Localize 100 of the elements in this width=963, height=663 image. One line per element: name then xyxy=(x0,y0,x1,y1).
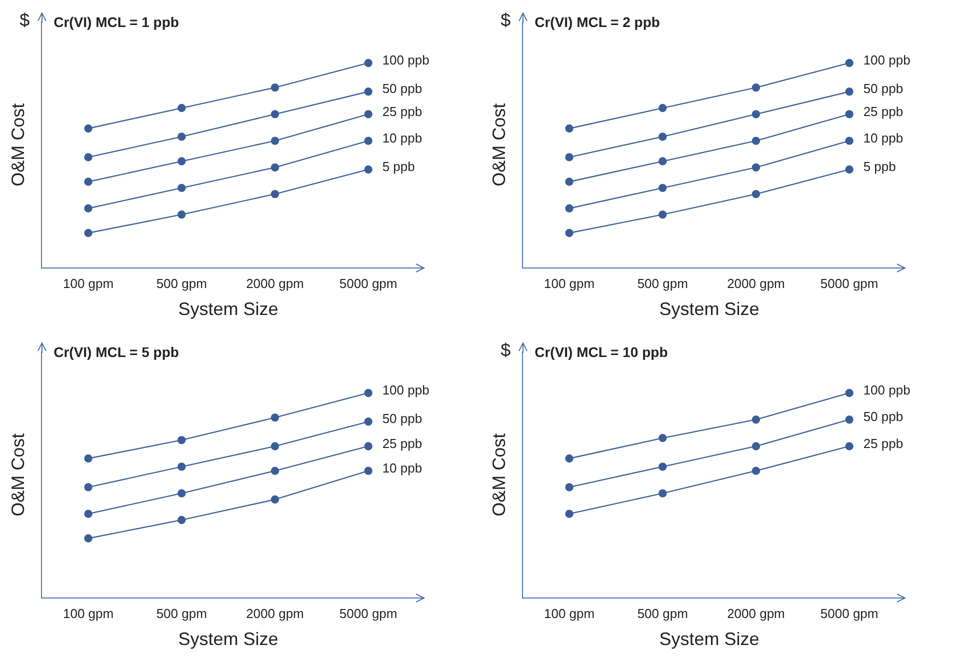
y-axis-title: O&M Cost xyxy=(8,433,28,516)
point xyxy=(270,83,280,92)
x-tick-label: 2000 gpm xyxy=(727,276,785,292)
point xyxy=(565,204,574,212)
point xyxy=(270,466,280,475)
x-axis-title: System Size xyxy=(659,629,760,650)
point xyxy=(178,462,186,471)
x-tick-label: 100 gpm xyxy=(544,276,595,292)
point xyxy=(845,110,854,118)
series-label: 25 ppb xyxy=(382,104,422,119)
x-tick-label: 100 gpm xyxy=(62,606,114,622)
point xyxy=(845,88,854,96)
point xyxy=(565,510,574,518)
chart-title: Cr(VI) MCL = 1 ppb xyxy=(54,14,179,30)
series-label: 25 ppb xyxy=(863,104,904,119)
point xyxy=(84,178,92,186)
series-label: 5 ppb xyxy=(863,159,896,174)
point xyxy=(84,153,92,162)
series-label: 100 ppb xyxy=(863,52,910,68)
series-label: 25 ppb xyxy=(863,436,904,451)
point xyxy=(84,510,92,518)
point xyxy=(752,83,760,92)
chart-title: Cr(VI) MCL = 5 ppb xyxy=(54,344,179,360)
point xyxy=(658,132,667,141)
y-axis-title: O&M Cost xyxy=(488,433,509,516)
point xyxy=(364,442,372,450)
point xyxy=(270,163,280,172)
point xyxy=(845,58,854,68)
point xyxy=(84,124,92,133)
x-tick-label: 2000 gpm xyxy=(727,606,785,622)
point xyxy=(364,136,372,145)
y-axis-title: O&M Cost xyxy=(488,103,509,186)
point xyxy=(84,454,92,463)
point xyxy=(845,165,854,174)
x-axis-title: System Size xyxy=(178,299,278,320)
point xyxy=(658,157,667,166)
point xyxy=(364,466,372,475)
point xyxy=(270,110,280,118)
point xyxy=(270,136,280,145)
y-axis-title: O&M Cost xyxy=(8,103,28,186)
x-tick-label: 500 gpm xyxy=(637,606,688,622)
series-label: 50 ppb xyxy=(382,411,422,426)
point xyxy=(845,415,854,424)
point xyxy=(364,388,372,398)
point xyxy=(565,228,574,238)
point xyxy=(364,165,372,174)
text: $ xyxy=(20,10,30,30)
point xyxy=(752,163,760,172)
point xyxy=(752,110,760,118)
text: $ xyxy=(500,10,511,30)
point xyxy=(752,415,760,424)
point xyxy=(178,436,186,444)
text: $ xyxy=(500,340,511,360)
series-label: 100 ppb xyxy=(382,382,430,398)
point xyxy=(752,442,760,450)
series-label: 100 ppb xyxy=(863,382,910,398)
x-tick-label: 2000 gpm xyxy=(246,606,304,622)
point xyxy=(84,228,92,238)
point xyxy=(845,136,854,145)
series-label: 50 ppb xyxy=(863,81,904,96)
chart-title: Cr(VI) MCL = 2 ppb xyxy=(534,14,660,30)
point xyxy=(752,136,760,145)
series-label: 25 ppb xyxy=(382,436,422,451)
point xyxy=(364,418,372,426)
point xyxy=(364,88,372,96)
x-tick-label: 5000 gpm xyxy=(820,606,878,622)
x-tick-label: 500 gpm xyxy=(637,276,688,292)
x-tick-label: 2000 gpm xyxy=(246,276,304,292)
point xyxy=(270,442,280,450)
point xyxy=(178,157,186,166)
point xyxy=(364,58,372,68)
x-tick-label: 100 gpm xyxy=(62,276,114,292)
series-label: 10 ppb xyxy=(382,460,422,476)
point xyxy=(178,516,186,524)
point xyxy=(84,534,92,542)
x-axis-title: System Size xyxy=(178,629,278,650)
point xyxy=(178,132,186,141)
x-axis-title: System Size xyxy=(659,299,760,320)
point xyxy=(565,483,574,492)
point xyxy=(178,184,186,192)
point xyxy=(752,466,760,475)
series-label: 50 ppb xyxy=(382,81,422,96)
point xyxy=(364,110,372,118)
point xyxy=(270,190,280,198)
point xyxy=(845,442,854,450)
series-label: 100 ppb xyxy=(382,52,430,68)
point xyxy=(658,489,667,498)
point xyxy=(178,489,186,498)
point xyxy=(84,483,92,492)
point xyxy=(565,153,574,162)
series-label: 50 ppb xyxy=(863,409,904,424)
point xyxy=(752,190,760,198)
series-label: 5 ppb xyxy=(382,159,415,174)
x-tick-label: 5000 gpm xyxy=(339,276,398,292)
point xyxy=(565,124,574,133)
point xyxy=(658,434,667,442)
series-label: 10 ppb xyxy=(863,130,904,146)
point xyxy=(658,210,667,219)
point xyxy=(845,388,854,398)
series-label: 10 ppb xyxy=(382,130,422,146)
